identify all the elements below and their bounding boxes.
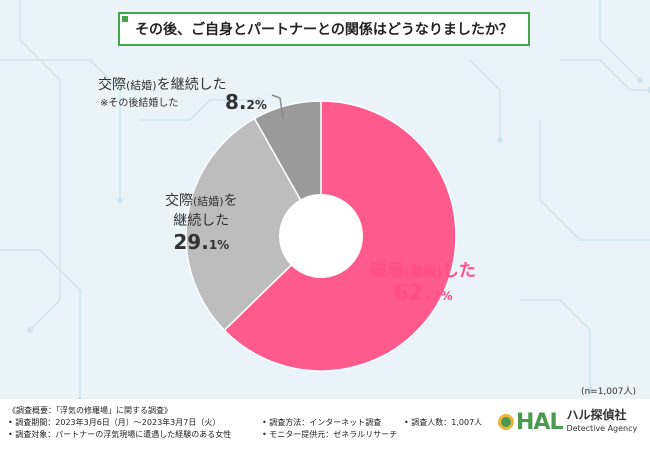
footer-left: 《調査概要：「浮気の修羅場」に関する調査》 • 調査期間：2023年3月6日（月… — [8, 405, 231, 441]
continued-pct-sign: % — [217, 238, 230, 252]
leader-line-married — [271, 94, 284, 119]
label-breakup-line1b: した — [441, 261, 476, 281]
footer: 《調査概要：「浮気の修羅場」に関する調査》 • 調査期間：2023年3月6日（月… — [0, 399, 650, 450]
breakup-pct-int: 62. — [393, 281, 433, 306]
label-continued-pct: 29.1% — [165, 230, 238, 254]
label-breakup-paren: (離婚) — [404, 265, 442, 280]
label-married-line1b: を継続した — [156, 77, 227, 93]
label-married-paren: (結婚) — [126, 79, 157, 92]
married-pct-sign: % — [254, 98, 267, 112]
continued-pct-int: 29. — [173, 230, 209, 254]
label-married-line2: ※その後結婚した — [100, 98, 179, 109]
question-title-text: その後、ご自身とパートナーとの関係はどうなりましたか？ — [135, 22, 513, 38]
breakup-pct-dec: 7 — [432, 289, 441, 303]
label-breakup: 破局(離婚)した 62.7% — [370, 256, 476, 306]
logo-mark-text: HAL — [516, 409, 563, 435]
question-title: その後、ご自身とパートナーとの関係はどうなりましたか？ — [118, 12, 530, 46]
footer-provider: • モニター提供元：ゼネラルリサーチ — [262, 430, 398, 439]
logo-mark: HAL — [498, 409, 563, 435]
footer-right: • 調査人数：1,007人 — [404, 417, 482, 429]
slice-continued — [185, 117, 322, 332]
footer-summary: 《調査概要：「浮気の修羅場」に関する調査》 — [8, 406, 172, 415]
married-pct-dec: 2 — [246, 98, 255, 112]
label-continued-paren: (結婚) — [193, 195, 224, 208]
breakup-pct-sign: % — [440, 289, 453, 303]
footer-method: • 調査方法：インターネット調査 — [262, 418, 382, 427]
label-continued-line1: 交際 — [165, 193, 193, 209]
label-breakup-pct: 62.7% — [370, 281, 476, 306]
logo-text: ハル探偵社 Detective Agency — [566, 409, 637, 435]
married-pct-int: 8. — [225, 90, 247, 114]
label-married-pct: 8.2% — [225, 90, 267, 114]
footer-target: • 調査対象：パートナーの浮気現場に遭遇した経験のある女性 — [8, 430, 232, 439]
label-continued: 交際(結婚)を 継続した 29.1% — [165, 190, 238, 254]
label-married-line1: 交際 — [98, 77, 126, 93]
footer-count: • 調査人数：1,007人 — [404, 418, 483, 427]
footer-middle: • 調査方法：インターネット調査 • モニター提供元：ゼネラルリサーチ — [262, 417, 397, 441]
label-breakup-line1: 破局 — [370, 261, 404, 281]
sample-size-note: (n=1,007人) — [580, 387, 636, 397]
hal-logo: HAL ハル探偵社 Detective Agency — [498, 409, 637, 435]
logo-sub: Detective Agency — [566, 424, 638, 433]
footer-period: • 調査期間：2023年3月6日（月）～2023年3月7日（火） — [8, 418, 221, 427]
label-continued-line2: 継続した — [173, 213, 230, 229]
label-continued-line1b: を — [223, 193, 238, 209]
donut-hole — [279, 194, 363, 278]
logo-circle-icon — [498, 413, 514, 430]
logo-name: ハル探偵社 — [566, 408, 627, 422]
continued-pct-dec: 1 — [208, 238, 218, 252]
label-married: 交際(結婚)を継続した ※その後結婚した — [98, 74, 227, 109]
